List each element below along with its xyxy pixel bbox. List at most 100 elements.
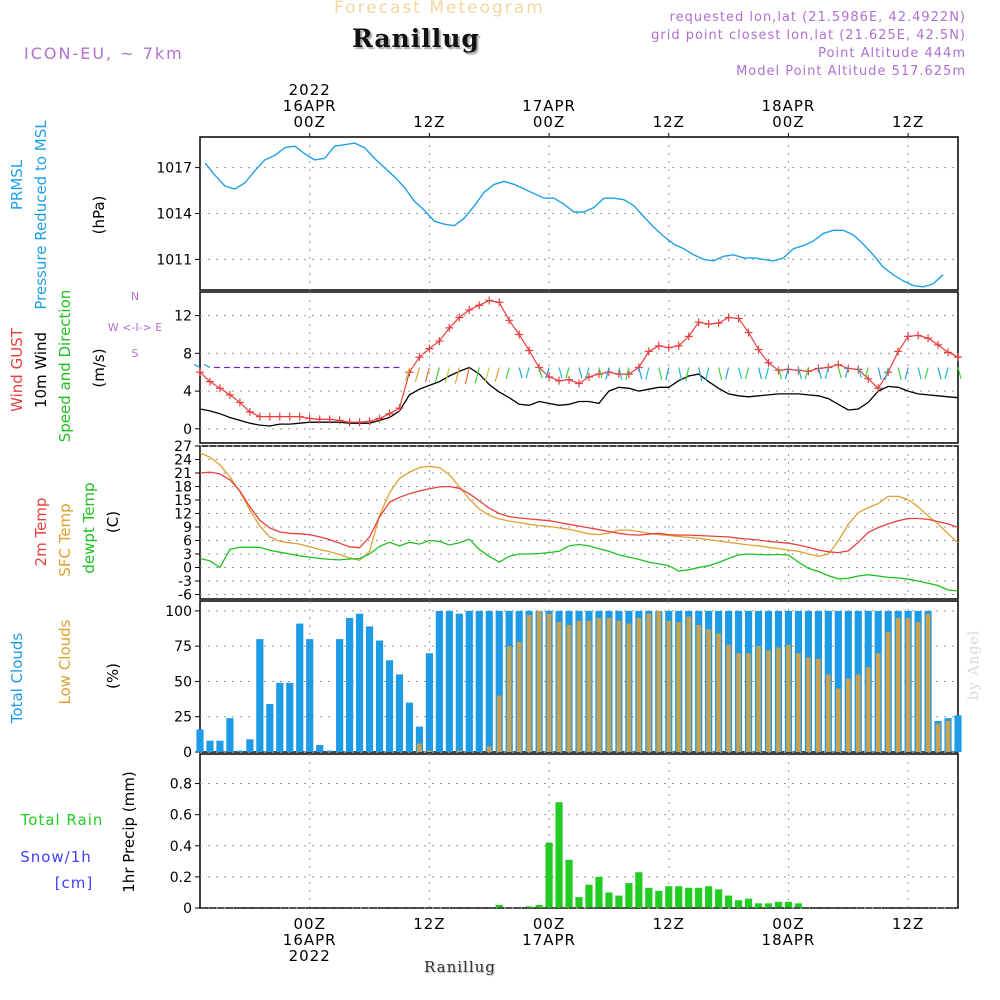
low-cloud-bar xyxy=(865,667,871,752)
y-tick-label: 0 xyxy=(183,745,192,761)
wind-direction-arrow xyxy=(864,367,869,379)
wind-direction-arrow xyxy=(645,367,650,380)
gust-marker xyxy=(355,418,364,427)
rain-bar xyxy=(545,842,553,908)
gust-marker xyxy=(315,415,324,424)
low-cloud-bar xyxy=(417,743,422,752)
y-tick-label: 50 xyxy=(174,674,192,690)
rain-bar xyxy=(575,897,583,908)
total-cloud-bar xyxy=(196,729,204,752)
wind-direction-arrow xyxy=(598,367,603,379)
y-tick-label: 15 xyxy=(174,493,192,509)
rain-bar xyxy=(595,876,603,908)
gust-marker xyxy=(734,314,743,323)
total-cloud-bar xyxy=(276,682,284,752)
wind-direction-arrow xyxy=(904,367,909,380)
rain-bar xyxy=(495,904,503,908)
wind-direction-arrow xyxy=(658,367,663,381)
low-clouds-label: Low Clouds xyxy=(56,619,74,704)
y-tick-label: 1011 xyxy=(156,252,192,268)
low-cloud-bar xyxy=(915,622,921,752)
low-cloud-bar xyxy=(516,641,522,752)
bottom-time-label: 00Z xyxy=(533,915,565,933)
y-tick-label: 25 xyxy=(174,710,192,726)
y-tick-label: 0.6 xyxy=(170,808,192,824)
model-altitude: Model Point Altitude 517.625m xyxy=(736,64,966,79)
wind-direction-arrow xyxy=(618,367,623,381)
wind-direction-arrow xyxy=(678,367,683,381)
low-cloud-bar xyxy=(486,746,492,752)
gust-marker xyxy=(654,341,663,350)
low-cloud-bar xyxy=(646,613,652,752)
dewpt-line xyxy=(199,538,959,592)
wind-direction-arrow xyxy=(705,367,710,381)
y-tick-label: 9 xyxy=(183,520,192,536)
wind-direction-arrow xyxy=(605,367,610,380)
wind-direction-arrow xyxy=(494,367,500,382)
y-tick-label: 0.8 xyxy=(170,777,192,793)
low-cloud-bar xyxy=(666,620,672,752)
gust-marker xyxy=(255,412,264,421)
rain-bar xyxy=(605,892,613,908)
gust-marker xyxy=(385,409,394,418)
wind-direction-arrow xyxy=(625,367,630,380)
rain-bar xyxy=(585,884,593,908)
top-time-label: 12Z xyxy=(653,113,685,131)
gust-marker xyxy=(325,415,334,424)
low-cloud-bar xyxy=(935,723,941,752)
gust-marker xyxy=(864,374,873,383)
low-cloud-bar xyxy=(845,678,851,752)
y-tick-label: 24 xyxy=(174,453,192,469)
total-cloud-bar xyxy=(435,610,443,752)
gust-marker xyxy=(594,370,603,379)
rain-bar xyxy=(615,895,623,908)
gust-marker xyxy=(345,418,354,427)
total-clouds-label: Total Clouds xyxy=(8,633,26,725)
gust-marker xyxy=(215,384,224,393)
y-tick-label: 4 xyxy=(183,384,192,400)
wind-unit: (m/s) xyxy=(90,348,108,387)
low-cloud-bar xyxy=(836,688,841,752)
top-time-label: 18APR xyxy=(762,97,816,115)
low-cloud-bar xyxy=(756,646,761,752)
gust-marker xyxy=(515,330,524,339)
gust-marker xyxy=(664,343,673,352)
total-cloud-bar xyxy=(385,660,394,752)
wind-direction-arrow xyxy=(857,367,862,378)
wind-direction-arrow xyxy=(685,367,690,382)
wind-direction-arrow xyxy=(844,367,849,378)
y-tick-label: 0 xyxy=(183,422,192,438)
gust-marker xyxy=(764,358,773,367)
gust-marker xyxy=(285,412,294,421)
low-cloud-bar xyxy=(496,695,502,752)
total-cloud-bar xyxy=(346,617,354,752)
top-time-label: 00Z xyxy=(294,113,326,131)
y-tick-label: 3 xyxy=(183,547,192,563)
wind-direction-arrow xyxy=(764,367,770,380)
wind-direction-arrow xyxy=(404,367,411,382)
compass-north: N xyxy=(131,290,139,303)
wind-direction-arrow xyxy=(565,367,570,379)
gust-marker xyxy=(754,345,763,354)
low-cloud-bar xyxy=(626,623,632,752)
low-cloud-bar xyxy=(726,644,731,752)
snow-unit-label: [cm] xyxy=(55,874,94,892)
precip-unit: 1hr Precip (mm) xyxy=(120,771,138,892)
total-cloud-bar xyxy=(306,639,314,752)
subtitle: Forecast Meteogram xyxy=(334,0,545,18)
bottom-time-label: 12Z xyxy=(892,915,924,933)
total-cloud-bar xyxy=(266,704,274,752)
y-tick-label: 1017 xyxy=(156,161,192,177)
low-cloud-bar xyxy=(766,650,771,752)
gust-marker xyxy=(415,353,424,362)
rain-bar xyxy=(695,887,703,908)
temp-unit: (C) xyxy=(104,511,122,533)
rain-bar xyxy=(675,886,683,908)
wind-direction-arrow xyxy=(434,367,440,383)
model-label: ICON-EU, ~ 7km xyxy=(24,44,184,63)
bottom-time-label: 16APR xyxy=(283,931,337,949)
sfc-temp-line xyxy=(199,452,959,562)
gust-marker xyxy=(874,384,883,393)
low-cloud-bar xyxy=(546,613,552,752)
rain-bar xyxy=(635,872,643,908)
